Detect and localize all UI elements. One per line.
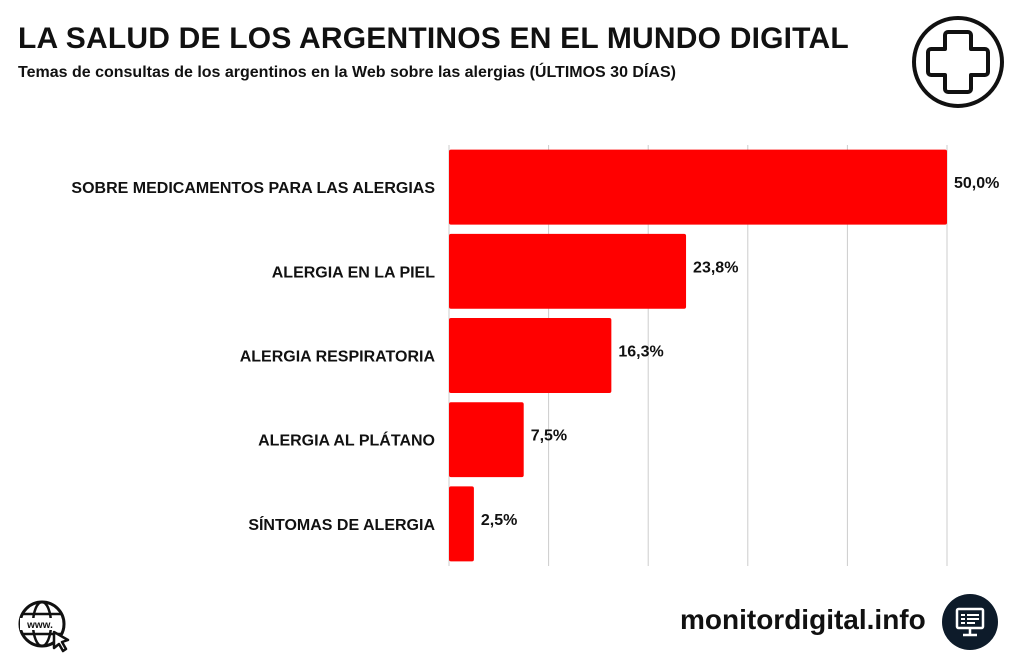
category-label: SÍNTOMAS DE ALERGIA xyxy=(248,515,435,534)
bar-chart: SOBRE MEDICAMENTOS PARA LAS ALERGIAS 50,0… xyxy=(71,145,999,566)
web-cursor-icon: www. xyxy=(18,600,70,653)
web-icon-text: www. xyxy=(26,620,53,631)
value-label: 50,0% xyxy=(954,175,999,192)
value-label: 23,8% xyxy=(693,259,738,276)
bar xyxy=(449,233,687,309)
value-label: 7,5% xyxy=(531,428,567,445)
chart-subtitle: Temas de consultas de los argentinos en … xyxy=(18,64,676,81)
monitor-icon xyxy=(942,594,998,650)
category-label: ALERGIA AL PLÁTANO xyxy=(258,431,435,450)
category-label: SOBRE MEDICAMENTOS PARA LAS ALERGIAS xyxy=(71,180,435,197)
health-cross-icon xyxy=(912,16,1004,108)
bar xyxy=(449,149,947,225)
brand-name[interactable]: monitordigital.info xyxy=(680,604,926,635)
value-label: 16,3% xyxy=(618,344,663,361)
bar xyxy=(449,318,612,393)
chart-title: LA SALUD DE LOS ARGENTINOS EN EL MUNDO D… xyxy=(18,22,849,55)
category-label: ALERGIA RESPIRATORIA xyxy=(240,349,436,366)
bar xyxy=(449,486,474,562)
category-label: ALERGIA EN LA PIEL xyxy=(272,264,435,281)
value-label: 2,5% xyxy=(481,512,517,529)
bar xyxy=(449,402,524,478)
